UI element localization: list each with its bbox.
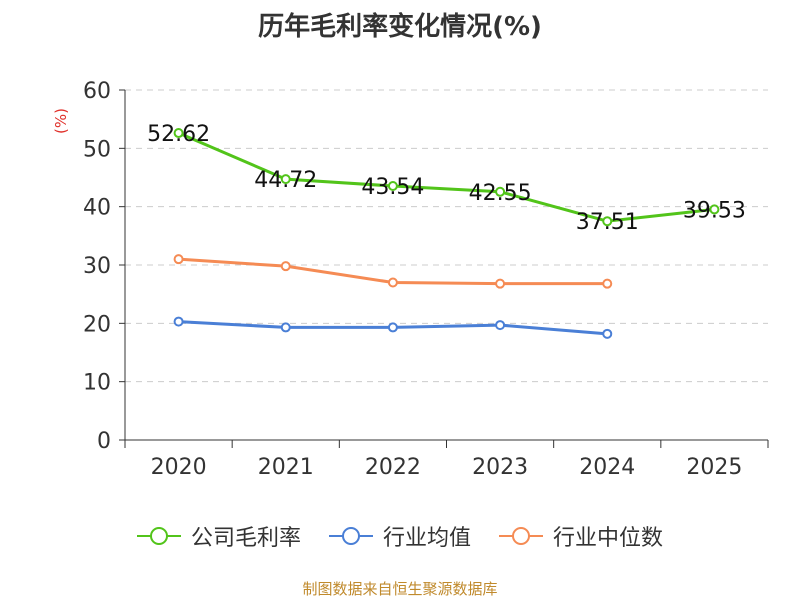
legend-item-industry-median[interactable]: 行业中位数 (499, 520, 663, 552)
data-label: 37.51 (576, 210, 639, 235)
data-point (173, 254, 184, 265)
x-tick-label: 2021 (258, 455, 314, 480)
source-note: 制图数据来自恒生聚源数据库 (302, 580, 498, 598)
y-tick-label: 30 (83, 254, 111, 279)
data-label: 43.54 (361, 175, 424, 200)
chart-title: 历年毛利率变化情况(%) (258, 12, 542, 42)
data-point (387, 322, 398, 333)
data-point (173, 128, 184, 139)
y-tick-label: 50 (83, 137, 111, 162)
y-tick-label: 60 (83, 79, 111, 104)
data-point (602, 216, 613, 227)
y-tick-label: 0 (97, 429, 111, 454)
data-point (280, 261, 291, 272)
data-point (495, 278, 506, 289)
data-point (495, 320, 506, 331)
data-point (602, 328, 613, 339)
legend-item-company[interactable]: 公司毛利率 (136, 520, 301, 552)
x-tick-label: 2022 (365, 455, 421, 480)
data-label: 42.55 (469, 181, 532, 206)
x-tick-label: 2024 (579, 455, 635, 480)
y-tick-label: 40 (83, 196, 111, 221)
legend-label-industry-mean: 行业均值 (382, 526, 471, 551)
x-tick-label: 2020 (151, 455, 207, 480)
data-point (387, 277, 398, 288)
data-point (495, 186, 506, 197)
y-tick-label: 10 (83, 371, 111, 396)
legend-marker-company (136, 527, 181, 545)
data-point (173, 316, 184, 327)
data-point (280, 322, 291, 333)
legend: 公司毛利率 行业均值 行业中位数 (0, 520, 800, 552)
x-tick-label: 2025 (686, 455, 742, 480)
data-point (280, 174, 291, 185)
legend-marker-industry-mean (328, 527, 373, 545)
series-line-0 (177, 131, 715, 223)
legend-label-company: 公司毛利率 (190, 526, 301, 551)
y-tick-label: 20 (83, 312, 111, 337)
data-label: 52.62 (147, 122, 210, 147)
data-point (602, 278, 613, 289)
legend-label-industry-median: 行业中位数 (553, 526, 664, 551)
data-label: 44.72 (254, 168, 317, 193)
legend-marker-industry-median (499, 527, 543, 545)
data-point (709, 204, 720, 215)
data-point (387, 181, 398, 192)
data-label: 39.53 (683, 198, 746, 223)
legend-item-industry-mean[interactable]: 行业均值 (328, 520, 471, 552)
x-tick-label: 2023 (472, 455, 528, 480)
